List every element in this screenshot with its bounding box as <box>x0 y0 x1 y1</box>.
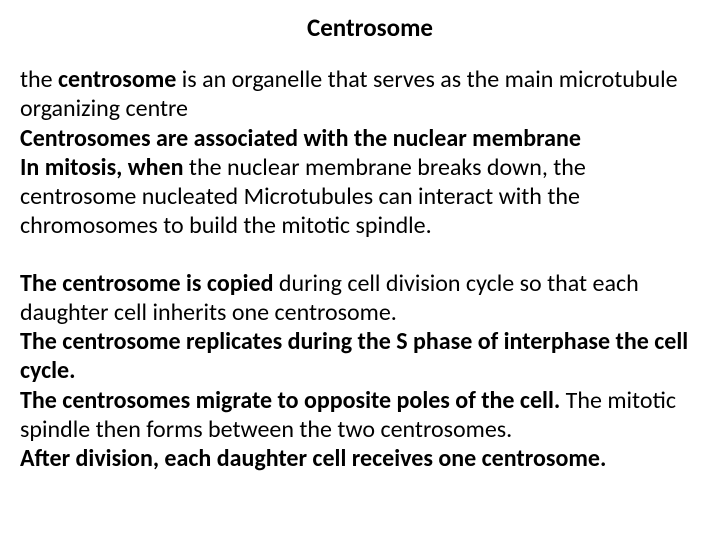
text-copied-lead: The centrosome is copied <box>20 269 279 298</box>
paragraph-1: the centrosome is an organelle that serv… <box>20 65 700 241</box>
text-the: the <box>20 65 58 94</box>
text-migrate-lead: The centrosomes migrate to opposite pole… <box>20 386 560 415</box>
text-replicates: The centrosome replicates during the S p… <box>20 327 688 385</box>
slide: Centrosome the centrosome is an organell… <box>0 0 720 540</box>
slide-title: Centrosome <box>210 12 530 43</box>
text-mitosis-lead: In mitosis, when <box>20 153 184 182</box>
text-associated: Centrosomes are associated with the nucl… <box>20 124 581 153</box>
paragraph-2: The centrosome is copied during cell div… <box>20 269 700 474</box>
text-centrosome-bold: centrosome <box>58 65 176 94</box>
text-after-division: After division, each daughter cell recei… <box>20 444 606 473</box>
